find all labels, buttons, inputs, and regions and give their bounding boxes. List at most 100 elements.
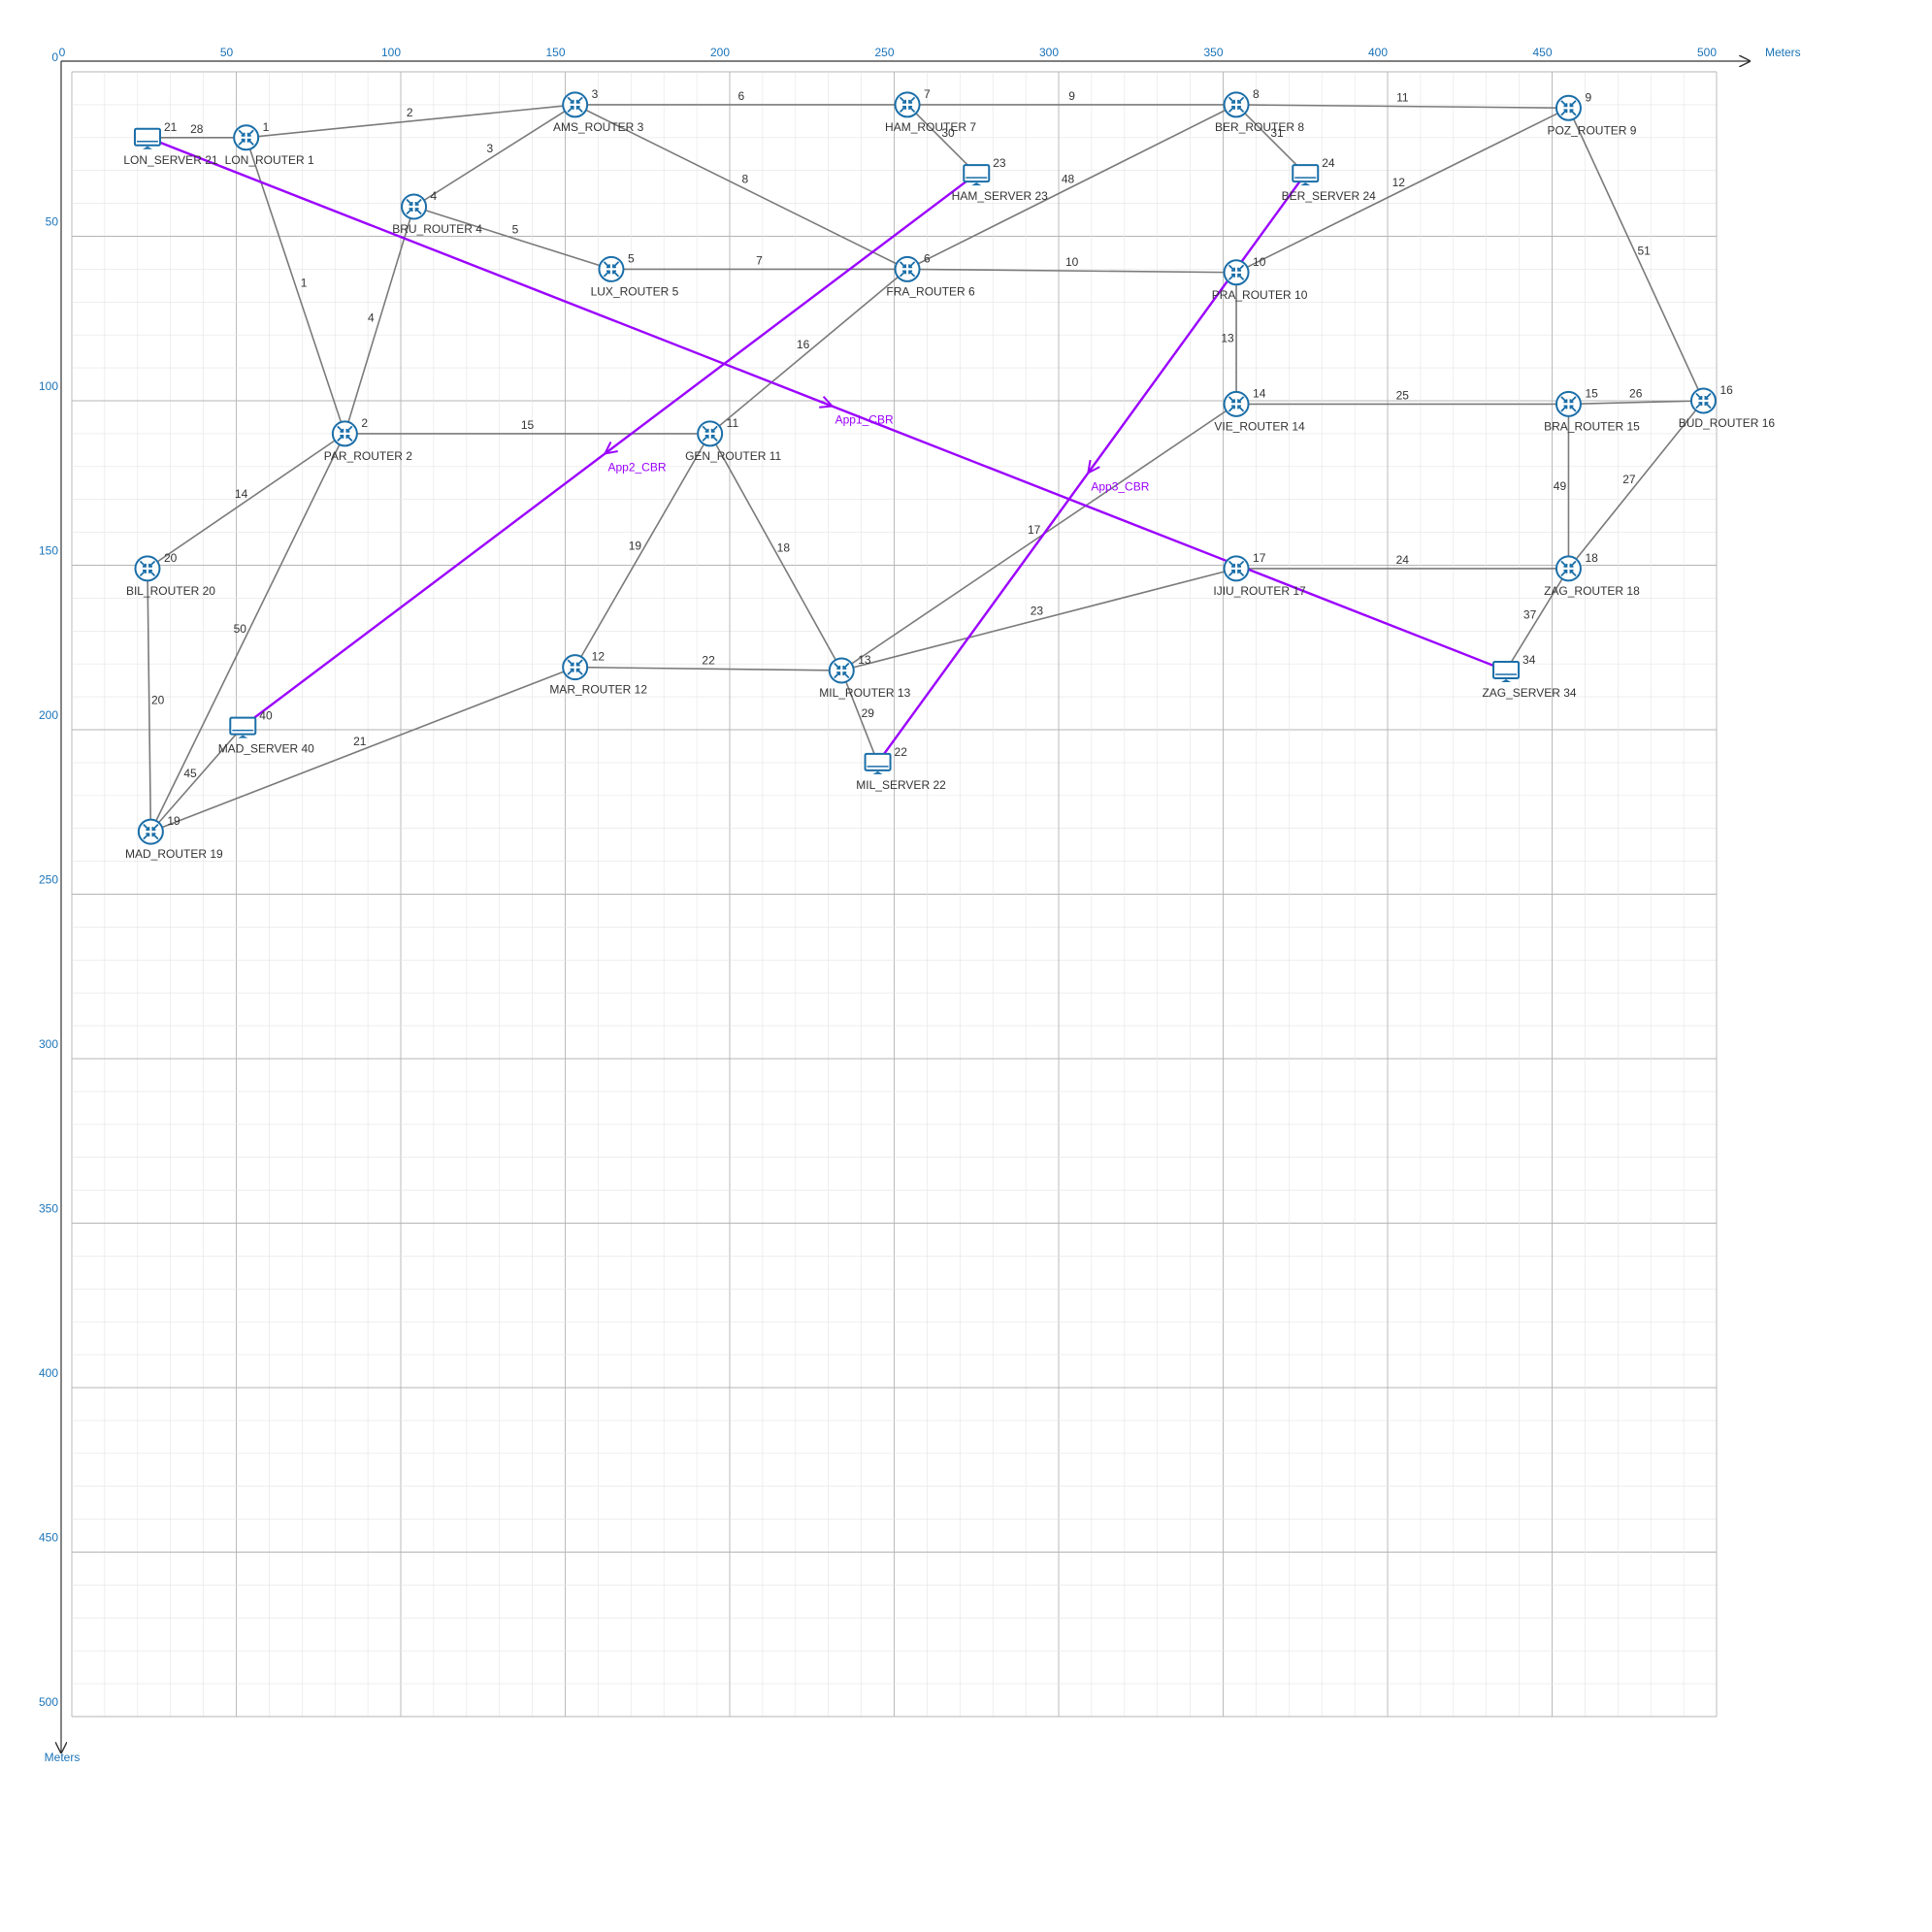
router-icon-arrow xyxy=(1237,570,1245,577)
link-label: 2 xyxy=(407,106,413,119)
link-line xyxy=(907,268,1237,274)
link-label: 22 xyxy=(702,653,715,667)
link-label: 3 xyxy=(486,142,493,155)
router-node[interactable]: 11 GEN_ROUTER 11 xyxy=(685,416,781,463)
link-label: 25 xyxy=(1396,388,1410,402)
node-name-label: POZ_ROUTER 9 xyxy=(1547,123,1636,137)
router-icon-arrow xyxy=(148,570,156,577)
link-line xyxy=(574,104,908,271)
x-tick-label: 150 xyxy=(545,46,565,59)
node-name-label: MAD_ROUTER 19 xyxy=(125,847,223,861)
router-icon-arrow xyxy=(1560,560,1568,568)
server-node[interactable]: 24 BER_SERVER 24 xyxy=(1282,156,1376,203)
server-node[interactable]: 21 LON_SERVER 21 xyxy=(123,120,217,167)
router-node[interactable]: 5 LUX_ROUTER 5 xyxy=(591,251,679,298)
node-id-label: 24 xyxy=(1322,156,1335,170)
router-icon-arrow xyxy=(1237,96,1245,104)
router-icon-arrowhead xyxy=(1237,569,1242,573)
router-icon-arrow xyxy=(247,129,254,137)
router-node[interactable]: 6 FRA_ROUTER 6 xyxy=(886,251,975,298)
router-icon-arrowhead xyxy=(908,270,913,275)
node-name-label: BRA_ROUTER 15 xyxy=(1544,419,1640,433)
router-icon-arrow xyxy=(151,833,159,840)
router-node[interactable]: 17 IJIU_ROUTER 17 xyxy=(1213,551,1306,598)
router-icon-arrowhead xyxy=(414,208,419,212)
router-icon-arrowhead xyxy=(340,435,344,439)
router-node[interactable]: 12 MAR_ROUTER 12 xyxy=(549,650,647,697)
router-icon-arrow xyxy=(1560,570,1568,577)
router-icon-arrow xyxy=(1569,100,1577,107)
router-node[interactable]: 19 MAD_ROUTER 19 xyxy=(125,814,223,861)
x-tick-label: 250 xyxy=(874,46,894,59)
router-node[interactable]: 15 BRA_ROUTER 15 xyxy=(1544,386,1640,433)
link-line xyxy=(840,670,879,764)
router-node[interactable]: 13 MIL_ROUTER 13 xyxy=(819,653,910,700)
router-node[interactable]: 8 BER_ROUTER 8 xyxy=(1215,87,1304,134)
server-node[interactable]: 23 HAM_SERVER 23 xyxy=(952,156,1048,203)
application-arrowhead xyxy=(1087,459,1100,475)
router-icon-ring xyxy=(331,420,358,447)
router-icon xyxy=(598,255,625,282)
router-icon-arrow xyxy=(1237,264,1245,272)
server-node[interactable]: 22 MIL_SERVER 22 xyxy=(856,745,946,792)
router-node[interactable]: 3 AMS_ROUTER 3 xyxy=(553,87,644,134)
router-icon-arrow xyxy=(1237,560,1245,568)
router-node[interactable]: 16 BUD_ROUTER 16 xyxy=(1679,383,1776,430)
router-icon-arrowhead xyxy=(345,428,350,433)
router-node[interactable]: 7 HAM_ROUTER 7 xyxy=(885,87,976,134)
link-label: 12 xyxy=(1392,176,1406,189)
router-node[interactable]: 4 BRU_ROUTER 4 xyxy=(392,189,482,236)
router-node[interactable]: 9 POZ_ROUTER 9 xyxy=(1547,90,1636,137)
x-tick-label: 500 xyxy=(1697,46,1717,59)
router-icon-arrowhead xyxy=(414,201,419,206)
router-icon-ring xyxy=(697,420,724,447)
router-icon-arrow xyxy=(414,208,422,215)
node-name-label: PRA_ROUTER 10 xyxy=(1212,288,1308,302)
node-name-label: BER_SERVER 24 xyxy=(1282,189,1376,203)
router-node[interactable]: 14 VIE_ROUTER 14 xyxy=(1214,386,1305,433)
router-icon-arrow xyxy=(1237,405,1245,412)
router-icon-arrowhead xyxy=(1569,399,1574,404)
monitor-stand xyxy=(971,182,982,186)
node-id-label: 10 xyxy=(1253,255,1266,269)
router-icon-arrow xyxy=(1695,402,1703,409)
router-icon-arrowhead xyxy=(1698,402,1703,406)
router-icon-arrowhead xyxy=(710,428,715,433)
link-label: 31 xyxy=(1270,126,1284,140)
router-icon-arrowhead xyxy=(151,827,156,831)
router-icon xyxy=(401,193,428,220)
router-node[interactable]: 10 PRA_ROUTER 10 xyxy=(1212,255,1308,302)
router-icon-arrow xyxy=(711,425,718,433)
monitor-stand xyxy=(142,146,152,149)
router-icon xyxy=(1555,555,1582,582)
router-icon xyxy=(1555,390,1582,417)
link-label: 6 xyxy=(738,89,745,103)
x-tick-label: 100 xyxy=(381,46,401,59)
link-label: 23 xyxy=(1031,605,1044,618)
node-id-label: 17 xyxy=(1253,551,1266,565)
y-tick-label: 0 xyxy=(51,50,58,64)
router-node[interactable]: 20 BIL_ROUTER 20 xyxy=(126,551,215,598)
link-label: 1 xyxy=(301,277,308,290)
node-id-label: 14 xyxy=(1253,386,1266,400)
router-node[interactable]: 18 ZAG_ROUTER 18 xyxy=(1544,551,1640,598)
link-line xyxy=(1567,400,1705,570)
node-id-label: 18 xyxy=(1585,551,1598,565)
link-line xyxy=(709,268,908,435)
router-node[interactable]: 1 LON_ROUTER 1 xyxy=(225,120,314,167)
monitor-screen xyxy=(133,127,161,147)
application-arrowhead xyxy=(603,442,618,455)
router-icon-arrowhead xyxy=(1237,399,1242,404)
router-icon-arrowhead xyxy=(148,563,152,568)
router-icon-arrow xyxy=(567,96,574,104)
router-icon-arrow xyxy=(612,261,620,269)
server-node[interactable]: 34 ZAG_SERVER 34 xyxy=(1482,653,1576,700)
router-icon xyxy=(1689,387,1717,414)
node-name-label: BER_ROUTER 8 xyxy=(1215,120,1304,134)
node-name-label: LON_ROUTER 1 xyxy=(225,153,314,167)
router-icon-arrow xyxy=(1228,96,1235,104)
router-node[interactable]: 2 PAR_ROUTER 2 xyxy=(324,416,412,463)
router-icon-arrow xyxy=(1228,570,1235,577)
server-node[interactable]: 40 MAD_SERVER 40 xyxy=(218,709,314,756)
